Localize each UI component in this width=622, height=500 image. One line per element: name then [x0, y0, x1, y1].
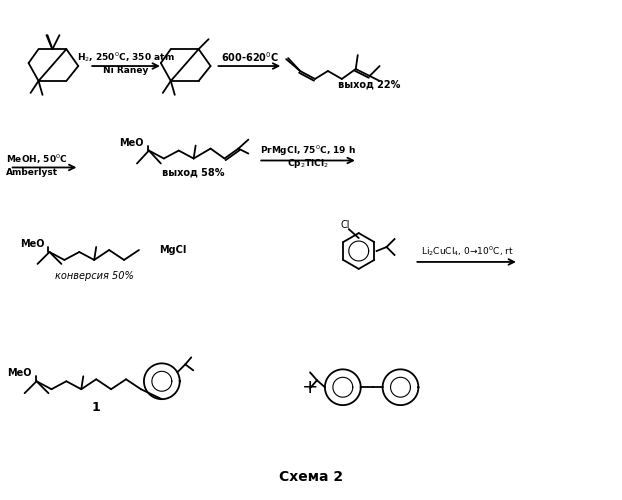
Text: H$_2$, 250$^0$C, 350 atm: H$_2$, 250$^0$C, 350 atm: [77, 50, 175, 64]
Text: выход 22%: выход 22%: [338, 80, 401, 90]
Text: Cl: Cl: [340, 220, 350, 230]
Text: выход 58%: выход 58%: [162, 168, 225, 177]
Text: Схема 2: Схема 2: [279, 470, 343, 484]
Text: MeO: MeO: [7, 368, 32, 378]
Text: MgCl: MgCl: [159, 245, 186, 255]
Text: PrMgCl, 75$^0$C, 19 h: PrMgCl, 75$^0$C, 19 h: [260, 144, 356, 158]
Text: конверсия 50%: конверсия 50%: [55, 271, 134, 281]
Text: +: +: [302, 378, 318, 396]
Text: Ni Raney: Ni Raney: [103, 66, 149, 74]
Text: MeOH, 50$^0$C: MeOH, 50$^0$C: [6, 153, 67, 166]
Text: MeO: MeO: [20, 239, 45, 249]
Text: Amberlyst: Amberlyst: [6, 168, 58, 177]
Text: MeO: MeO: [119, 138, 144, 147]
Text: Cp$_2$TiCl$_2$: Cp$_2$TiCl$_2$: [287, 157, 329, 170]
Text: Li$_2$CuCl$_4$, 0→10$^0$C, rt: Li$_2$CuCl$_4$, 0→10$^0$C, rt: [420, 244, 514, 258]
Text: 600-620$^0$C: 600-620$^0$C: [221, 50, 279, 64]
Text: 1: 1: [92, 400, 101, 413]
